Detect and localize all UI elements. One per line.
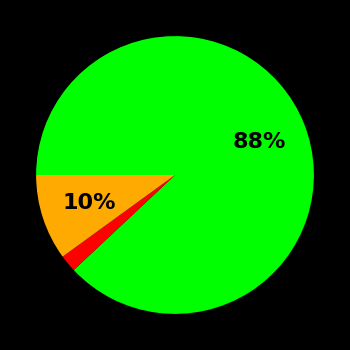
Text: 88%: 88% <box>232 132 286 152</box>
Wedge shape <box>36 175 175 257</box>
Wedge shape <box>36 36 314 314</box>
Wedge shape <box>63 175 175 270</box>
Text: 10%: 10% <box>62 193 116 213</box>
